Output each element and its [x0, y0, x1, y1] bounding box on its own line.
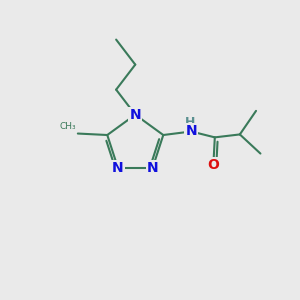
Text: H: H: [184, 116, 195, 129]
Text: N: N: [112, 161, 124, 175]
Text: CH₃: CH₃: [60, 122, 76, 131]
Text: N: N: [130, 108, 141, 122]
Text: O: O: [207, 158, 219, 172]
Text: N: N: [147, 161, 158, 175]
Text: N: N: [185, 124, 197, 139]
